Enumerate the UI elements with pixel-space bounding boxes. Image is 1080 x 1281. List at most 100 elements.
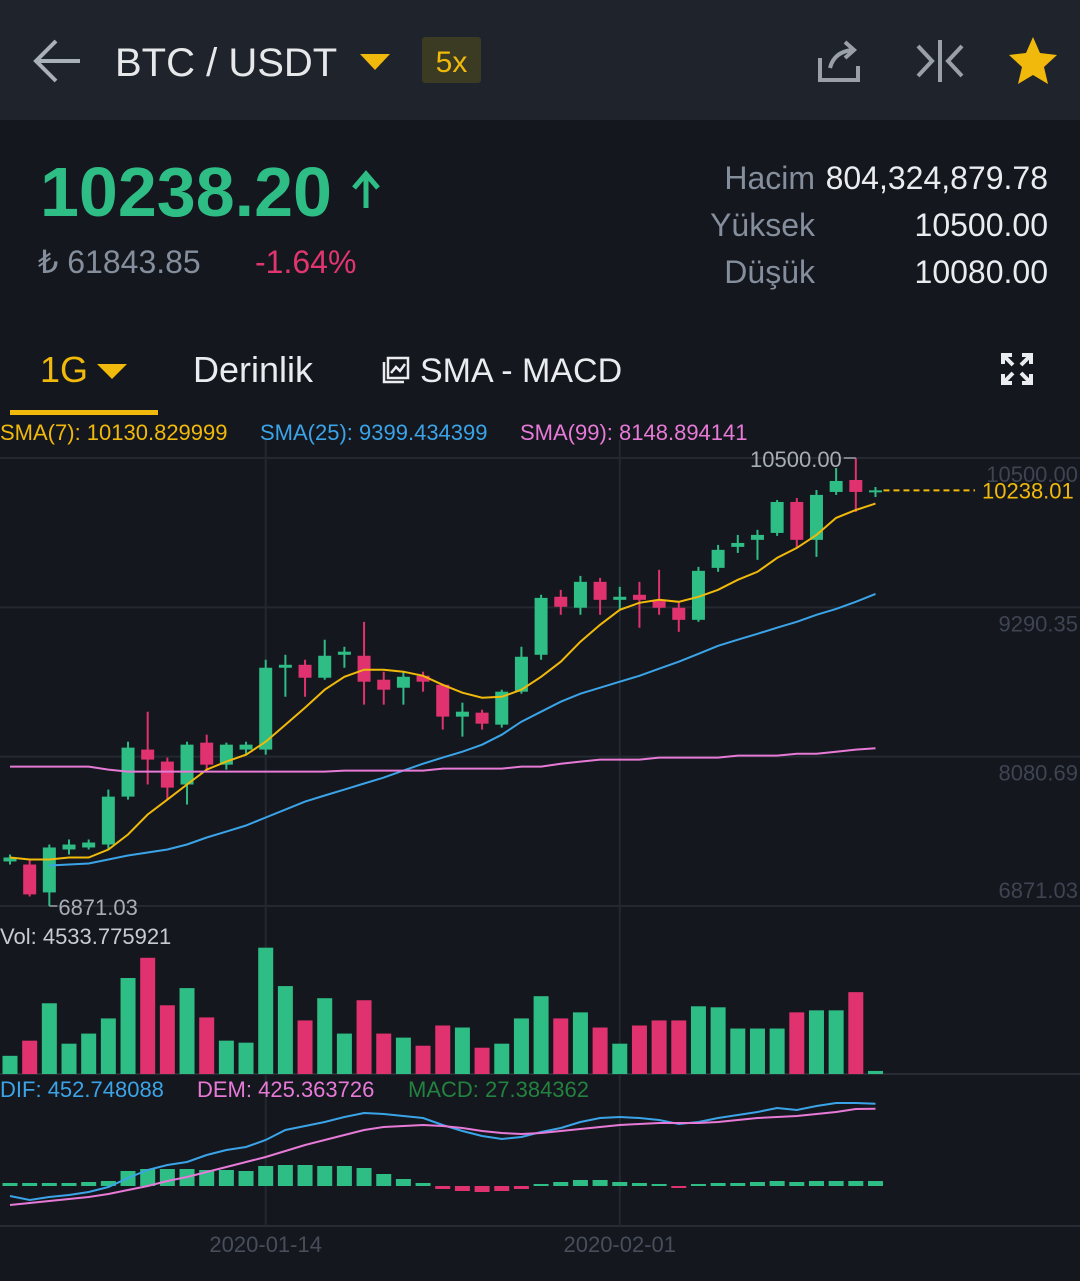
candle-body bbox=[750, 534, 764, 540]
candle-body bbox=[416, 675, 430, 682]
x-tick-label: 2020-01-14 bbox=[209, 1232, 322, 1257]
macd-bar bbox=[671, 1186, 687, 1188]
min-label: 6871.03 bbox=[58, 895, 138, 920]
candle-body bbox=[23, 864, 37, 895]
volume-bar bbox=[140, 957, 156, 1074]
volume-bar bbox=[533, 996, 549, 1074]
fiat-price: ₺ 61843.85 bbox=[38, 244, 201, 280]
macd-bar bbox=[415, 1183, 431, 1186]
indicator-line bbox=[9, 1102, 876, 1202]
legend-item: SMA(7)10130.829999 bbox=[0, 420, 228, 446]
volume-bar bbox=[474, 1047, 490, 1074]
volume-bar bbox=[218, 1040, 234, 1074]
volume-bar bbox=[100, 1018, 116, 1074]
candle-body bbox=[534, 597, 548, 655]
tab-underline bbox=[10, 410, 158, 415]
macd-bar bbox=[730, 1183, 746, 1186]
volume-bar bbox=[317, 998, 333, 1074]
favorite-star[interactable] bbox=[1009, 37, 1057, 84]
volume-bar bbox=[789, 1012, 805, 1074]
volume-bar bbox=[120, 978, 136, 1074]
volume-bar bbox=[258, 947, 274, 1074]
volume-bar bbox=[710, 1007, 726, 1074]
legend-value: 9399.434399 bbox=[359, 420, 488, 445]
legend-name: SMA(25) bbox=[260, 420, 359, 445]
volume-bar bbox=[179, 988, 195, 1074]
leverage[interactable]: 5x bbox=[436, 46, 468, 79]
x-tick-label: 2020-02-01 bbox=[563, 1232, 676, 1257]
pair[interactable]: BTC / USDT bbox=[115, 41, 337, 85]
volume-bar bbox=[81, 1033, 97, 1074]
candle-body bbox=[160, 761, 174, 788]
candle-body bbox=[298, 664, 312, 678]
volume-bar bbox=[553, 1018, 569, 1074]
interval-tab[interactable]: 1G bbox=[40, 349, 88, 390]
volume-bar bbox=[828, 1010, 844, 1074]
macd-bar bbox=[592, 1180, 608, 1186]
y-tick-label: 9290.35 bbox=[998, 611, 1078, 636]
candle-body bbox=[475, 712, 489, 724]
candle-body bbox=[180, 744, 194, 785]
legend-item: DEM425.363726 bbox=[197, 1077, 374, 1103]
macd-bar bbox=[376, 1174, 392, 1186]
macd-bar bbox=[612, 1182, 628, 1186]
legend-name: DEM bbox=[197, 1077, 258, 1102]
volume-bar bbox=[494, 1043, 510, 1074]
stat-value: 10500.00 bbox=[915, 207, 1048, 243]
volume-bar bbox=[159, 1005, 175, 1074]
volume-bar bbox=[22, 1040, 38, 1074]
legend-item: SMA(99)8148.894141 bbox=[520, 420, 748, 446]
header-bar bbox=[0, 0, 1080, 120]
pair-dropdown[interactable] bbox=[360, 54, 390, 70]
macd-bar bbox=[100, 1181, 116, 1186]
macd-bar bbox=[317, 1166, 333, 1186]
indicator-icon[interactable] bbox=[382, 356, 410, 384]
macd-bar bbox=[159, 1169, 175, 1186]
candle-body bbox=[613, 596, 627, 600]
candle-body bbox=[829, 480, 843, 492]
volume-bar bbox=[592, 1027, 608, 1074]
macd-bar bbox=[789, 1182, 805, 1186]
macd-bar bbox=[848, 1181, 864, 1186]
macd-bar bbox=[435, 1186, 451, 1189]
fullscreen-icon[interactable] bbox=[1001, 353, 1033, 385]
candle-body bbox=[770, 501, 784, 533]
macd-bar bbox=[336, 1166, 352, 1186]
legend-item: SMA(25)9399.434399 bbox=[260, 420, 488, 446]
candle-body bbox=[318, 655, 332, 678]
candle-body bbox=[514, 656, 528, 692]
volume-bar bbox=[651, 1020, 667, 1074]
volume-bar bbox=[297, 1020, 313, 1074]
candle-body bbox=[62, 844, 76, 850]
macd-bar bbox=[277, 1165, 293, 1186]
candle-body bbox=[593, 581, 607, 600]
volume-bar bbox=[749, 1028, 765, 1074]
legend-name: SMA(99) bbox=[520, 420, 619, 445]
indicator-line bbox=[9, 502, 876, 861]
compare-icon[interactable] bbox=[916, 40, 964, 82]
price-change: -1.64% bbox=[255, 244, 356, 280]
macd-bar bbox=[867, 1181, 883, 1186]
volume-bar bbox=[238, 1042, 254, 1074]
candle-body bbox=[809, 494, 823, 540]
candle-body bbox=[42, 847, 56, 893]
candle-body bbox=[790, 501, 804, 540]
candle-body bbox=[278, 664, 292, 668]
macd-bar bbox=[749, 1182, 765, 1186]
leverage-badge[interactable] bbox=[422, 37, 481, 83]
indicator-line bbox=[10, 747, 876, 773]
candle-body bbox=[554, 596, 568, 607]
share-icon[interactable] bbox=[818, 40, 860, 82]
macd-bar bbox=[297, 1165, 313, 1186]
volume-bar bbox=[376, 1033, 392, 1074]
indicator-line bbox=[49, 592, 876, 867]
depth-tab[interactable]: Derinlik bbox=[193, 349, 314, 390]
back-button[interactable] bbox=[33, 39, 80, 83]
volume-bar bbox=[61, 1043, 77, 1074]
y-tick-label: 10500.00 bbox=[986, 462, 1078, 487]
indicator-tab[interactable]: SMA - MACD bbox=[420, 352, 622, 390]
interval-dropdown[interactable] bbox=[97, 364, 127, 379]
legend-item: DIF452.748088 bbox=[0, 1077, 164, 1103]
macd-bar bbox=[710, 1183, 726, 1186]
